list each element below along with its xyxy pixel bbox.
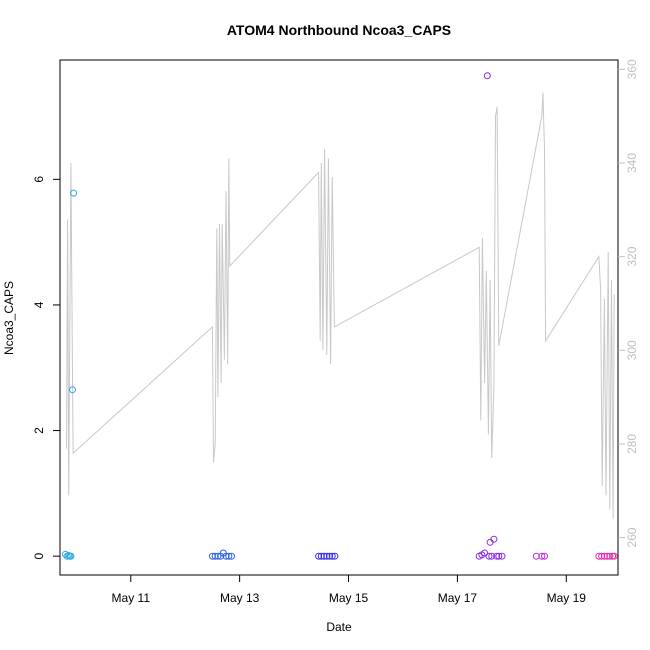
data-point	[490, 535, 498, 543]
x-axis: May 11 May 13 May 15 May 17 May 19	[112, 575, 587, 605]
data-point	[315, 552, 323, 560]
data-point	[323, 552, 331, 560]
data-point	[598, 552, 606, 560]
data-point	[70, 189, 78, 197]
y-right-tick-label: 340	[625, 153, 639, 173]
data-point	[69, 386, 76, 394]
line-series	[66, 92, 615, 519]
data-point	[67, 552, 75, 560]
data-point	[328, 552, 336, 560]
data-point	[495, 552, 503, 560]
data-point	[538, 552, 546, 560]
x-tick-label: May 17	[438, 591, 478, 605]
y-left-tick-label: 2	[32, 427, 46, 434]
data-point	[211, 552, 219, 560]
data-point	[485, 552, 493, 560]
data-point	[228, 552, 235, 560]
data-point	[486, 538, 494, 546]
chart-title: ATOM4 Northbound Ncoa3_CAPS	[227, 22, 451, 38]
y-right-tick-label: 260	[625, 527, 639, 547]
data-point	[498, 552, 506, 560]
data-point	[331, 552, 339, 560]
y-right-tick-label: 280	[625, 434, 639, 454]
y-right-tick-label: 360	[625, 59, 639, 79]
x-axis-label: Date	[326, 620, 352, 634]
y-right-tick-label: 300	[625, 340, 639, 360]
data-point	[483, 72, 491, 80]
data-point	[541, 552, 548, 560]
y-left-tick-label: 6	[32, 176, 46, 183]
data-point	[214, 552, 222, 560]
data-point	[610, 552, 618, 560]
data-point	[488, 552, 496, 560]
x-tick-label: May 15	[329, 591, 369, 605]
data-point	[225, 552, 233, 560]
x-tick-label: May 19	[547, 591, 587, 605]
x-tick-label: May 13	[220, 591, 260, 605]
y-left-tick-label: 4	[32, 301, 46, 308]
y-right-tick-label: 320	[625, 246, 639, 266]
data-point	[326, 552, 333, 560]
y-axis-right: 260 280 300 320 340 360	[618, 59, 639, 548]
y-left-tick-label: 0	[32, 553, 46, 560]
scatter-series	[61, 72, 618, 560]
data-point	[606, 552, 614, 560]
data-point	[600, 552, 608, 560]
series-line	[66, 92, 615, 519]
y-axis-left: 0 2 4 6	[32, 176, 60, 560]
x-tick-label: May 11	[112, 591, 151, 605]
y-axis-label: Ncoa3_CAPS	[2, 281, 16, 355]
plot-area	[59, 59, 619, 576]
data-point	[493, 552, 501, 560]
